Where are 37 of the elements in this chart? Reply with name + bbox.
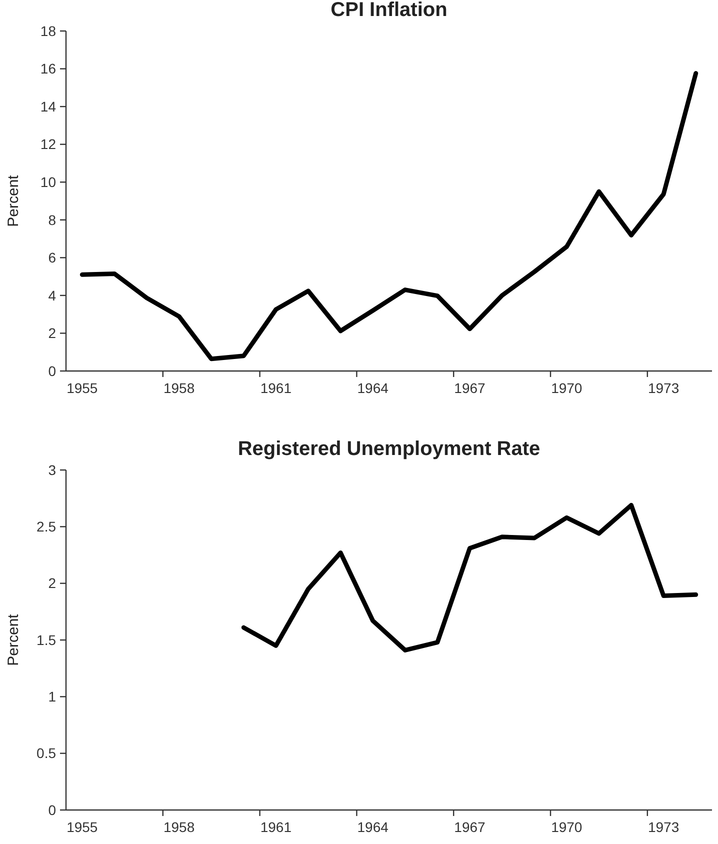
y-tick-label: 12 xyxy=(40,136,56,152)
line-series xyxy=(80,71,698,362)
y-tick-label: 3 xyxy=(48,462,56,478)
x-tick-label: 1973 xyxy=(648,380,680,396)
y-tick-label: 0.5 xyxy=(36,745,56,762)
y-tick-label: 18 xyxy=(40,22,56,39)
y-tick-label: 14 xyxy=(40,98,56,114)
x-tick-label: 1964 xyxy=(357,819,389,835)
y-tick-label: 0 xyxy=(48,802,56,818)
x-tick-label: 1967 xyxy=(454,819,486,835)
y-tick-label: 2 xyxy=(48,575,56,592)
y-axis-title: Percent xyxy=(5,613,22,666)
x-tick-label: 1955 xyxy=(66,380,98,396)
y-axis-title: Percent xyxy=(5,174,22,227)
y-tick-label: 6 xyxy=(48,250,56,266)
line-series xyxy=(241,502,698,652)
y-tick-label: 4 xyxy=(48,287,56,304)
y-tick-label: 16 xyxy=(40,60,56,77)
x-tick-label: 1973 xyxy=(648,819,680,835)
y-tick-label: 8 xyxy=(48,212,56,228)
x-tick-label: 1967 xyxy=(454,380,486,396)
x-tick-label: 1961 xyxy=(260,819,292,835)
chart-title: CPI Inflation xyxy=(330,0,448,21)
x-tick-label: 1958 xyxy=(163,819,195,835)
x-tick-label: 1964 xyxy=(357,380,389,396)
x-tick-label: 1955 xyxy=(66,819,98,835)
x-tick-label: 1958 xyxy=(163,380,195,396)
y-tick-label: 2 xyxy=(48,325,56,342)
x-tick-label: 1970 xyxy=(551,380,582,396)
y-tick-label: 2.5 xyxy=(36,518,56,535)
chart-title: Registered Unemployment Rate xyxy=(238,438,540,460)
x-tick-label: 1961 xyxy=(260,380,292,396)
y-tick-label: 1 xyxy=(48,688,56,705)
x-tick-label: 1970 xyxy=(551,819,582,835)
y-tick-label: 10 xyxy=(40,174,56,190)
y-tick-label: 0 xyxy=(48,362,56,379)
y-tick-label: 1.5 xyxy=(36,632,56,648)
